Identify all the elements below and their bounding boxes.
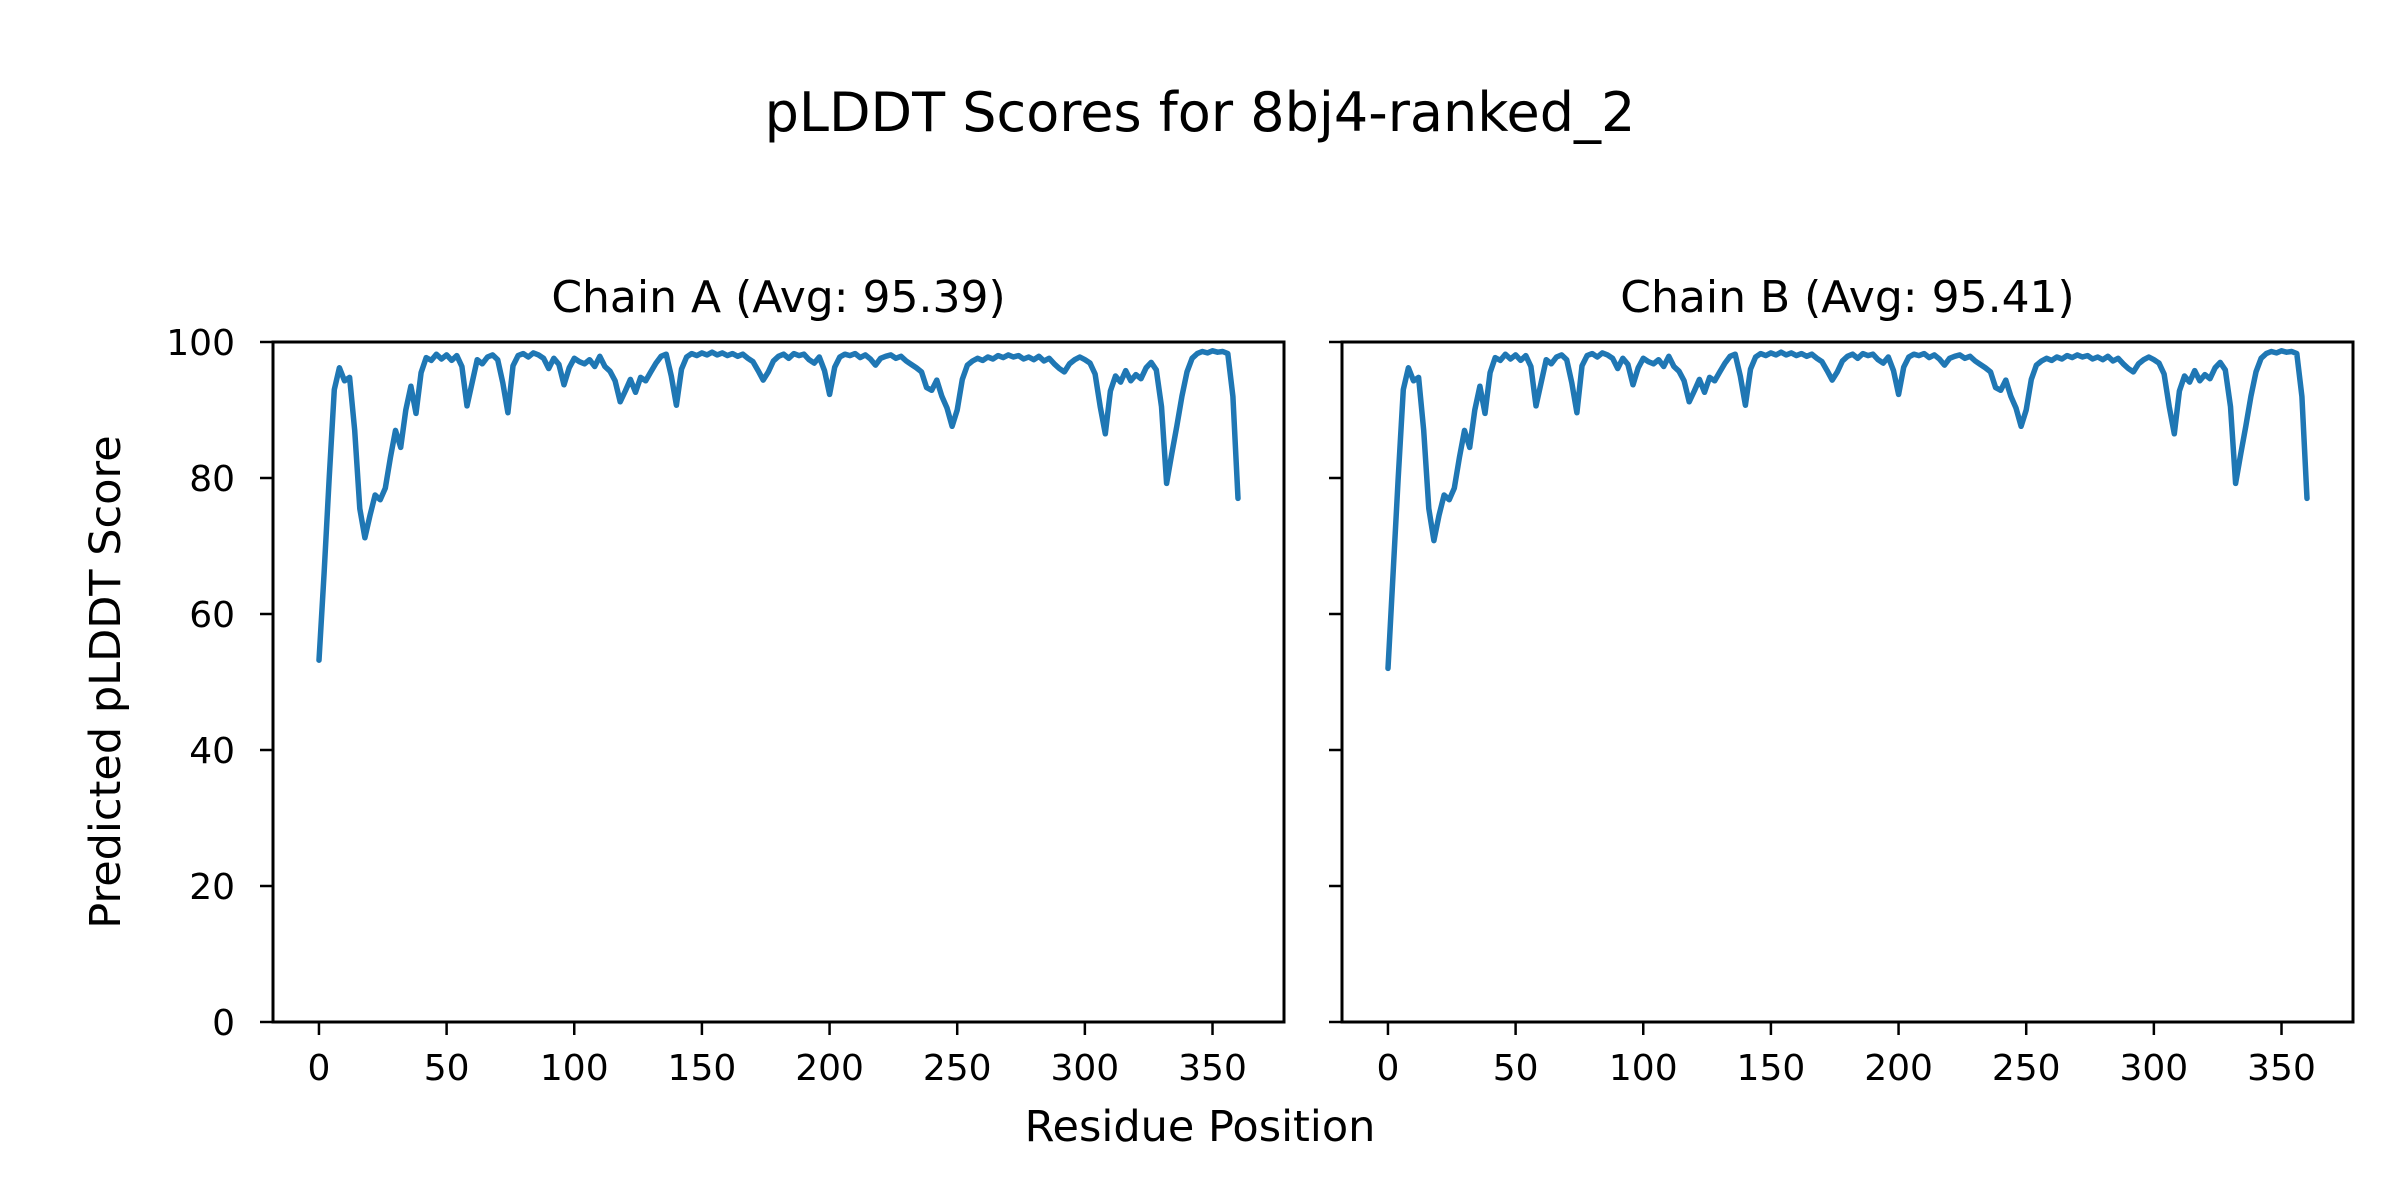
chain-a-y-tick-label: 40 bbox=[189, 731, 235, 772]
chain-b-x-tick-label: 200 bbox=[1864, 1048, 1933, 1089]
chain-a-plot: 0 50 100 150 200 250 300 350 0 20 40 60 80 100 bbox=[166, 323, 1286, 1089]
chain-a-x-tick-label: 0 bbox=[308, 1048, 331, 1089]
chain-a-x-tick-label: 150 bbox=[668, 1048, 737, 1089]
chain-a-x-tick-label: 250 bbox=[923, 1048, 992, 1089]
chain-a-title: Chain A (Avg: 95.39) bbox=[551, 272, 1006, 323]
chain-b-x-tick-label: 100 bbox=[1609, 1048, 1678, 1089]
chain-b-x-tick-label: 300 bbox=[2120, 1048, 2189, 1089]
chain-a-y-tick-label: 60 bbox=[189, 595, 235, 636]
chain-a-x-tick-label: 350 bbox=[1178, 1048, 1247, 1089]
chain-a-frame bbox=[271, 340, 1286, 1024]
figure-title: pLDDT Scores for 8bj4-ranked_2 bbox=[764, 81, 1636, 144]
chain-a-x-tick-label: 200 bbox=[795, 1048, 864, 1089]
chain-b-x-tick-label: 350 bbox=[2247, 1048, 2316, 1089]
chain-a-x-tick-label: 300 bbox=[1051, 1048, 1120, 1089]
chain-a-x-tick-label: 100 bbox=[540, 1048, 609, 1089]
chain-b-title: Chain B (Avg: 95.41) bbox=[1620, 272, 2075, 323]
chain-b-x-tick-label: 150 bbox=[1737, 1048, 1806, 1089]
chain-a-y-tick-label: 0 bbox=[212, 1003, 235, 1044]
chain-a-plddt-line bbox=[316, 348, 1241, 663]
chain-b-x-tick-label: 0 bbox=[1377, 1048, 1400, 1089]
chain-a-x-tick-label: 50 bbox=[424, 1048, 470, 1089]
chain-b-frame bbox=[1340, 340, 2355, 1024]
chain-b-x-tick-label: 50 bbox=[1493, 1048, 1539, 1089]
chain-b-plot: 0 50 100 150 200 250 300 350 bbox=[1329, 340, 2355, 1089]
chain-a-y-tick-label: 80 bbox=[189, 459, 235, 500]
chain-b-plddt-line bbox=[1385, 348, 2310, 672]
chain-a-y-tick-label: 20 bbox=[189, 867, 235, 908]
chain-a-y-tick-label: 100 bbox=[166, 323, 235, 364]
x-axis-label: Residue Position bbox=[1024, 1102, 1376, 1152]
chain-b-x-tick-label: 250 bbox=[1992, 1048, 2061, 1089]
